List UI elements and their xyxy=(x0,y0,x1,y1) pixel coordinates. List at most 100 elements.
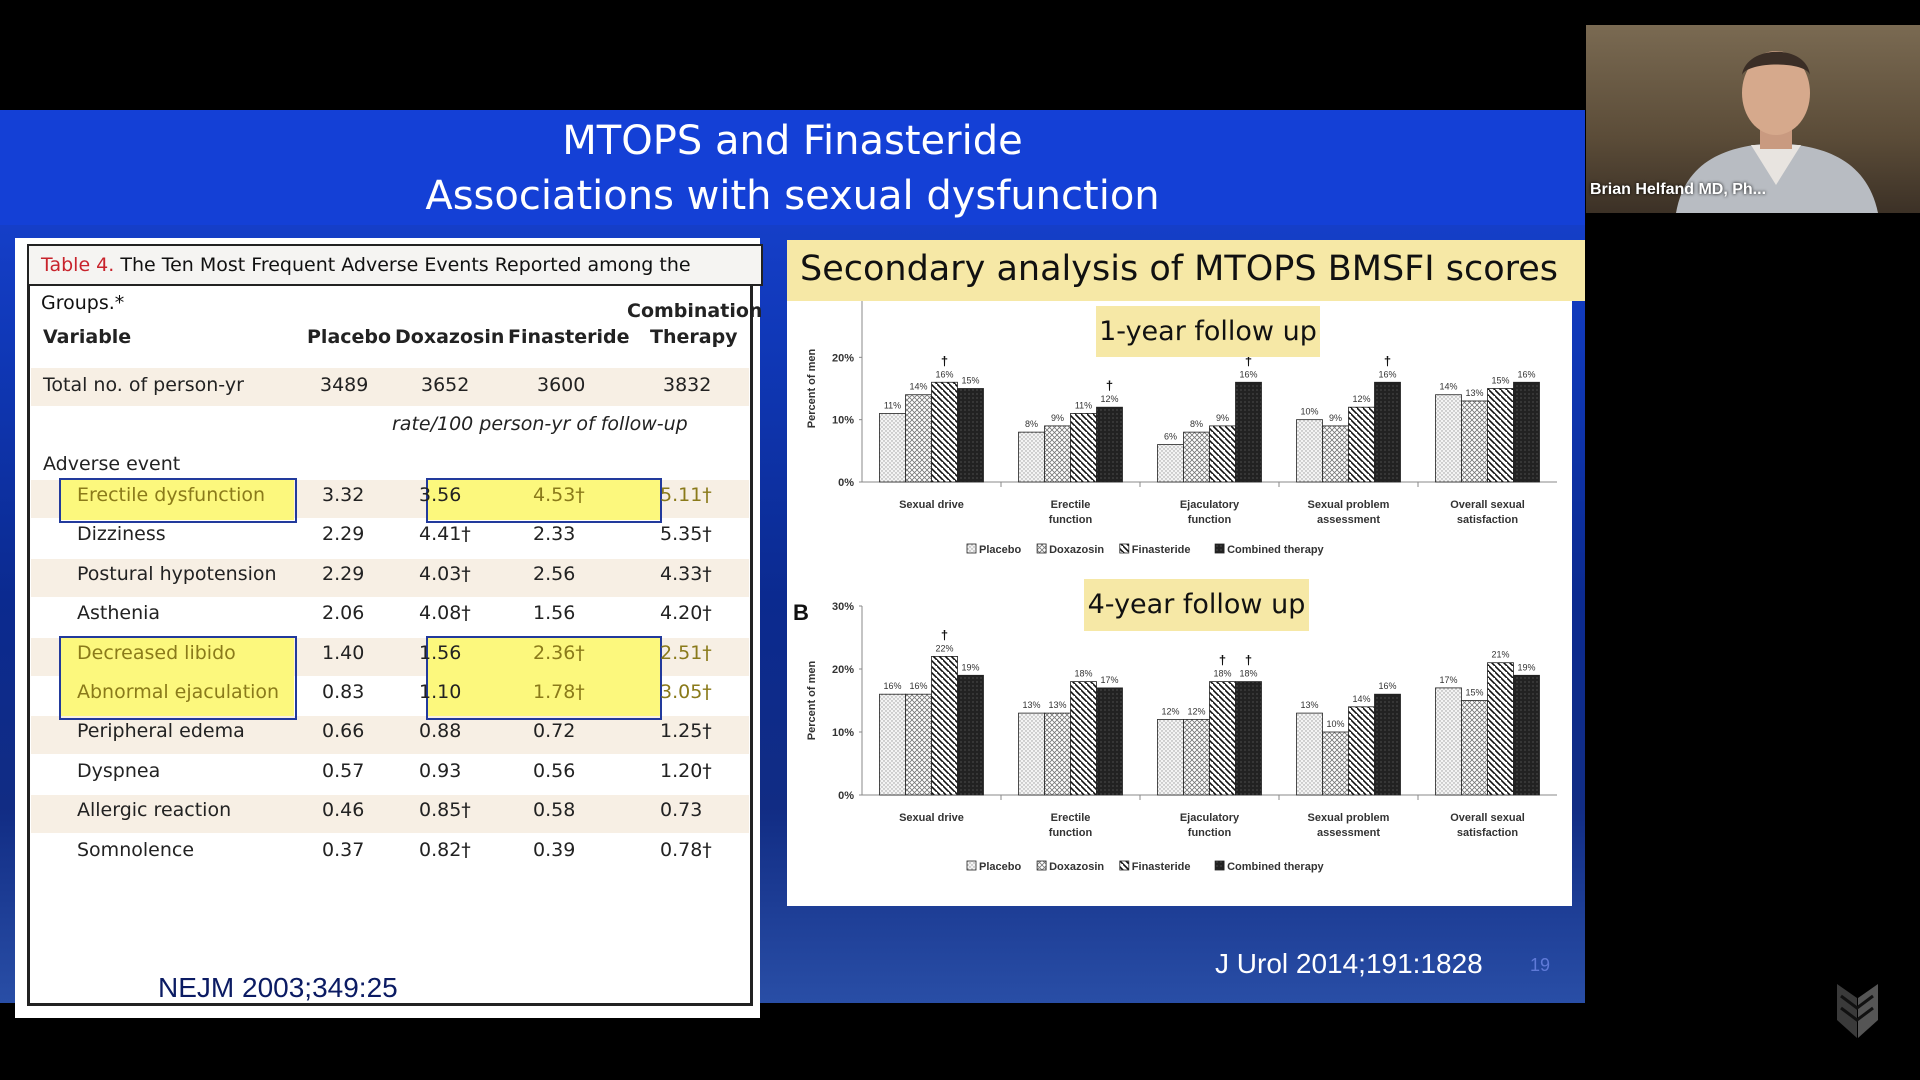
significance-dagger: † xyxy=(941,627,948,642)
table-cell-doxazosin: 1.56 xyxy=(419,641,462,664)
category-label: satisfaction xyxy=(1457,827,1518,839)
data-label: 18% xyxy=(1239,669,1257,679)
category-label: function xyxy=(1188,827,1232,839)
legend-swatch xyxy=(1036,860,1047,871)
speaker-avatar xyxy=(1676,51,1878,213)
total-row-doxazosin: 3652 xyxy=(421,374,470,396)
table-cell-finasteride: 0.58 xyxy=(533,799,576,822)
bar xyxy=(879,693,906,796)
panel-a-title: 1-year follow up xyxy=(1096,306,1320,357)
table-cell-doxazosin: 0.85† xyxy=(419,799,471,822)
total-row-finasteride: 3600 xyxy=(537,374,586,396)
table-cell-label: Dyspnea xyxy=(77,759,161,782)
bar xyxy=(1513,381,1540,483)
table-cell-finasteride: 1.56 xyxy=(533,602,576,625)
bar xyxy=(1044,425,1071,483)
data-label: 13% xyxy=(1465,388,1483,398)
category-label: Sexual problem xyxy=(1308,812,1390,824)
bar xyxy=(1296,419,1323,483)
y-tick-label: 10% xyxy=(832,415,854,427)
slide-number: 19 xyxy=(1530,955,1551,975)
data-label: 16% xyxy=(909,681,927,691)
category-label: Sexual drive xyxy=(899,812,964,824)
category-label: assessment xyxy=(1317,827,1380,839)
table-cell-doxazosin: 4.08† xyxy=(419,602,471,625)
speaker-name: Brian Helfand MD, Ph... xyxy=(1590,181,1767,198)
table-row-background xyxy=(31,795,749,834)
table-cell-placebo: 2.29 xyxy=(322,523,365,546)
table-cell-doxazosin: 0.88 xyxy=(419,720,462,743)
table-row-background xyxy=(31,558,749,597)
table-cell-label: Decreased libido xyxy=(77,641,236,664)
table-cell-doxazosin: 4.41† xyxy=(419,523,471,546)
bar xyxy=(1096,687,1123,796)
table-cell-combo: 5.11† xyxy=(660,484,712,506)
significance-dagger: † xyxy=(1106,378,1113,393)
total-row-combo: 3832 xyxy=(663,374,712,396)
table-cell-label: Postural hypotension xyxy=(77,562,277,585)
bmsfi-chart: ABPercent of men0%10%20%30%11%14%16%†15%… xyxy=(793,242,1557,873)
table-cell-doxazosin: 1.10 xyxy=(419,681,462,703)
adverse-events-table: Table 4. The Ten Most Frequent Adverse E… xyxy=(15,238,763,1018)
category-label: Erectile xyxy=(1051,812,1091,824)
data-label: 18% xyxy=(1074,669,1092,679)
table-cell-finasteride: 2.36† xyxy=(533,641,585,664)
table-cell-placebo: 0.57 xyxy=(322,759,365,782)
table-cell-placebo: 0.66 xyxy=(322,720,365,743)
bar xyxy=(1044,712,1071,796)
table-cell-combo: 1.25† xyxy=(660,720,712,743)
legend-label: Placebo xyxy=(979,861,1021,873)
y-axis-label: Percent of men xyxy=(806,660,818,740)
table-cell-doxazosin: 0.82† xyxy=(419,838,471,861)
table-cell-placebo: 1.40 xyxy=(322,641,365,664)
table-cell-label: Abnormal ejaculation xyxy=(77,681,280,703)
bar xyxy=(1096,406,1123,483)
table-cell-placebo: 0.37 xyxy=(322,838,365,861)
bar xyxy=(1018,712,1045,796)
table-cell-finasteride: 1.78† xyxy=(533,681,585,703)
slide-title-bar: MTOPS and Finasteride Associations with … xyxy=(0,110,1585,225)
speaker-video-tile[interactable]: Brian Helfand MD, Ph... xyxy=(1586,25,1920,213)
data-label: 21% xyxy=(1491,650,1509,660)
legend-swatch xyxy=(1119,860,1130,871)
y-tick-label: 0% xyxy=(838,477,854,489)
table-cell-placebo: 2.29 xyxy=(322,562,365,585)
data-label: 17% xyxy=(1100,675,1118,685)
data-label: 13% xyxy=(1300,700,1318,710)
table-cell-doxazosin: 4.03† xyxy=(419,562,471,585)
brand-logo-icon xyxy=(1837,984,1878,1038)
data-label: 8% xyxy=(1025,419,1038,429)
category-label: Ejaculatory xyxy=(1180,812,1240,824)
table-cell-label: Dizziness xyxy=(77,523,166,546)
data-label: 13% xyxy=(1022,700,1040,710)
bar xyxy=(1322,731,1349,796)
bar xyxy=(1209,425,1236,483)
rate-note: rate/100 person-yr of follow-up xyxy=(392,413,688,435)
bar xyxy=(1296,712,1323,796)
label-highlight xyxy=(60,677,294,717)
category-label: Overall sexual xyxy=(1450,499,1525,511)
highlight-box xyxy=(59,635,297,721)
data-label: 16% xyxy=(1517,369,1535,379)
legend-swatch xyxy=(1214,860,1225,871)
data-label: 16% xyxy=(883,681,901,691)
value-highlight xyxy=(427,480,660,520)
table-cell-label: Somnolence xyxy=(77,838,195,861)
table-cell-combo: 0.73 xyxy=(660,799,703,822)
table-cell-finasteride: 0.39 xyxy=(533,838,576,861)
table-cell-placebo: 3.32 xyxy=(322,484,365,506)
table-cell-finasteride: 4.53† xyxy=(533,484,585,506)
reference-nejm: NEJM 2003;349:25 xyxy=(158,972,398,1003)
category-label: Sexual problem xyxy=(1308,499,1390,511)
table-cell-finasteride: 0.56 xyxy=(533,759,576,782)
table-cell-doxazosin: 3.56 xyxy=(419,484,462,506)
table-cell-placebo: 0.46 xyxy=(322,799,365,822)
value-highlight xyxy=(427,637,660,678)
y-tick-label: 10% xyxy=(832,727,854,739)
data-label: 12% xyxy=(1352,394,1370,404)
legend-label: Combined therapy xyxy=(1227,544,1324,556)
bar xyxy=(1070,681,1097,796)
secondary-analysis-title: Secondary analysis of MTOPS BMSFI scores xyxy=(800,249,1559,289)
legend-label: Combined therapy xyxy=(1227,861,1324,873)
value-highlight xyxy=(427,677,660,717)
